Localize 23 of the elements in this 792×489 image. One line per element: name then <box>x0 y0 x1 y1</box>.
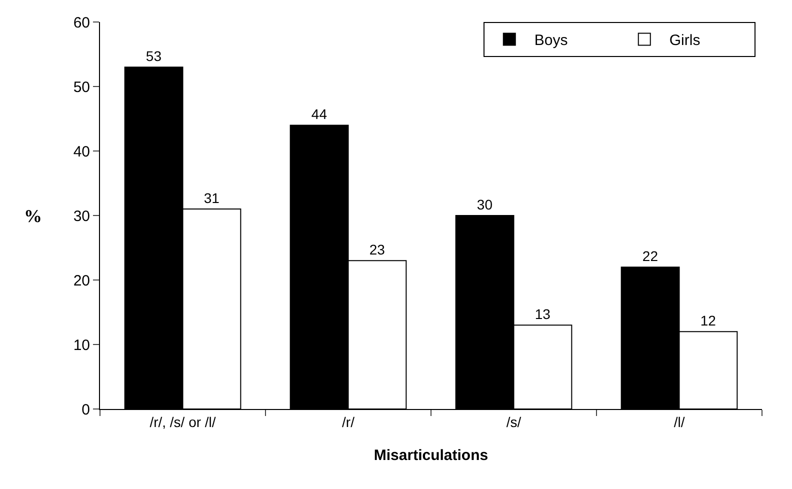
data-label: 44 <box>311 106 328 122</box>
x-tick-label: /r/ <box>342 414 355 430</box>
y-tick-label: 30 <box>73 208 90 225</box>
x-tick-label: /r/, /s/ or /l/ <box>150 414 216 430</box>
data-label: 23 <box>369 242 386 258</box>
y-tick-label: 50 <box>73 78 90 96</box>
data-label: 30 <box>476 196 493 212</box>
x-tick-label: /s/ <box>506 414 522 430</box>
data-label: 53 <box>146 48 162 64</box>
y-axis-title: % <box>24 206 42 226</box>
data-label: 22 <box>642 248 658 264</box>
legend-label: Girls <box>669 32 700 50</box>
y-tick-label: 60 <box>73 14 90 32</box>
y-tick-label: 0 <box>82 401 90 418</box>
x-tick-label: /l/ <box>674 414 685 430</box>
y-tick-label: 10 <box>73 336 90 354</box>
data-label: 31 <box>204 190 220 206</box>
legend-label: Boys <box>534 32 568 50</box>
y-tick-label: 20 <box>73 272 90 290</box>
data-label: 12 <box>700 312 716 329</box>
y-tick-label: 40 <box>73 143 90 160</box>
data-label: 13 <box>534 306 551 322</box>
x-axis-title: Misarticulations <box>374 446 488 464</box>
